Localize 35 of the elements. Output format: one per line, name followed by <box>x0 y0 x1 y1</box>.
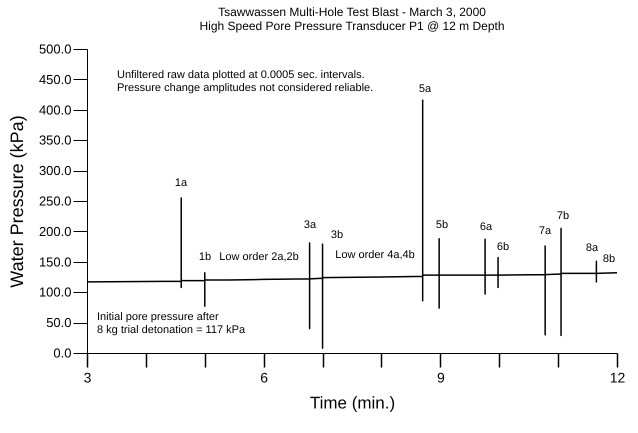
x-axis-title: Time (min.) <box>310 394 396 412</box>
y-tick-label: 200.0 <box>38 224 72 239</box>
annotation: 1b <box>198 251 212 263</box>
annotation: 8b <box>602 253 616 265</box>
y-tick-label: 250.0 <box>38 194 72 208</box>
annotation: Low order 2a,2b <box>219 251 299 263</box>
annotation: 6b <box>496 241 510 253</box>
annotation: 7a <box>538 225 552 237</box>
y-tick-label: 350.0 <box>38 132 72 148</box>
y-tick-label: 0.0 <box>53 346 72 360</box>
annotation: 6a <box>480 221 493 233</box>
y-tick-label: 300.0 <box>38 163 72 178</box>
y-tick-label: 500.0 <box>38 42 72 56</box>
y-tick-label: 150.0 <box>38 254 72 270</box>
annotation: 8a <box>586 242 599 254</box>
y-tick-label: 50.0 <box>46 315 72 330</box>
annotation: 1a <box>174 177 188 189</box>
annotation: 7b <box>556 210 570 222</box>
x-tick-label: 3 <box>84 370 92 386</box>
annotation: Low order 4a,4b <box>335 249 415 261</box>
annotation: 5a <box>418 83 432 95</box>
x-tick-label: 9 <box>436 370 445 386</box>
annotation: Unfiltered raw data plotted at 0.0005 sec. intervals. Pressure change amplitudes not considered reliable. <box>117 69 374 94</box>
annotation: 5b <box>436 219 448 231</box>
annotation: Initial pore pressure after 8 kg trial detonation = 117 kPa <box>97 311 246 336</box>
y-tick-label: 450.0 <box>38 72 72 87</box>
chart-subtitle: High Speed Pore Pressure Transducer P1 @ 12 m Depth <box>199 19 505 33</box>
annotation: 3b <box>330 229 344 241</box>
x-tick-label: 6 <box>260 370 268 386</box>
x-tick-label: 12 <box>610 370 626 386</box>
y-tick-label: 100.0 <box>38 284 72 300</box>
chart-title: Tsawwassen Multi-Hole Test Blast - March 3, 2000 <box>218 5 486 19</box>
y-axis-title: Water Pressure (kPa) <box>6 115 27 288</box>
annotation: 3a <box>304 219 317 231</box>
y-tick-label: 400.0 <box>38 102 72 118</box>
